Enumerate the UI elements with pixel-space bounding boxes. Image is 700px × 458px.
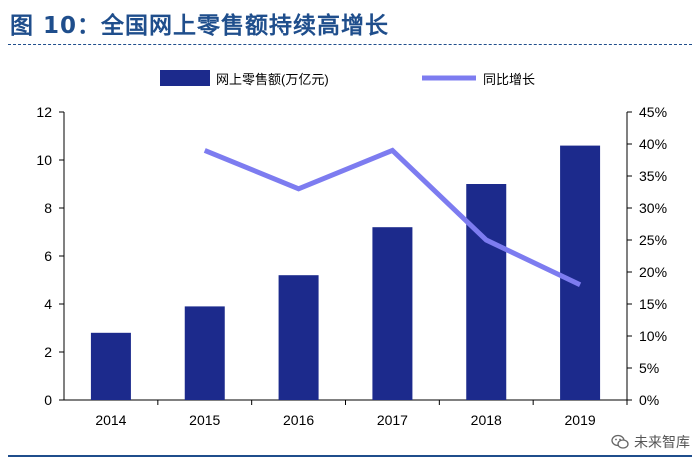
x-tick-label: 2015: [189, 412, 220, 428]
bar: [560, 145, 601, 400]
right-tick-label: 40%: [639, 136, 667, 152]
x-tick-label: 2016: [283, 412, 314, 428]
legend-bar-label: 网上零售额(万亿元): [216, 72, 329, 87]
right-tick-label: 35%: [639, 168, 667, 184]
bottom-divider: [8, 455, 692, 457]
watermark: 未来智库: [611, 432, 690, 452]
left-tick-label: 12: [36, 104, 52, 120]
left-tick-label: 8: [44, 200, 52, 216]
left-tick-label: 6: [44, 248, 52, 264]
x-tick-label: 2017: [377, 412, 408, 428]
right-tick-label: 25%: [639, 232, 667, 248]
right-tick-label: 15%: [639, 296, 667, 312]
title-divider: [8, 44, 692, 45]
right-tick-label: 30%: [639, 200, 667, 216]
left-tick-label: 0: [44, 392, 52, 408]
x-tick-label: 2018: [471, 412, 502, 428]
x-tick-label: 2014: [95, 412, 126, 428]
left-tick-label: 10: [36, 152, 52, 168]
left-tick-label: 4: [44, 296, 52, 312]
bar: [90, 332, 131, 400]
legend-bar-swatch: [160, 70, 210, 86]
right-tick-label: 5%: [639, 360, 659, 376]
watermark-text: 未来智库: [634, 435, 690, 451]
left-tick-label: 2: [44, 344, 52, 360]
x-tick-label: 2019: [565, 412, 596, 428]
bar: [372, 227, 413, 400]
right-tick-label: 0%: [639, 392, 659, 408]
legend-line-label: 同比增长: [483, 72, 535, 87]
bar: [184, 306, 225, 400]
bar: [278, 275, 319, 400]
chart-title: 图 10：全国网上零售额持续高增长: [10, 13, 390, 39]
right-tick-label: 45%: [639, 104, 667, 120]
wechat-icon: [611, 434, 629, 449]
right-tick-label: 20%: [639, 264, 667, 280]
growth-line: [203, 147, 582, 288]
bar: [466, 184, 507, 400]
right-tick-label: 10%: [639, 328, 667, 344]
